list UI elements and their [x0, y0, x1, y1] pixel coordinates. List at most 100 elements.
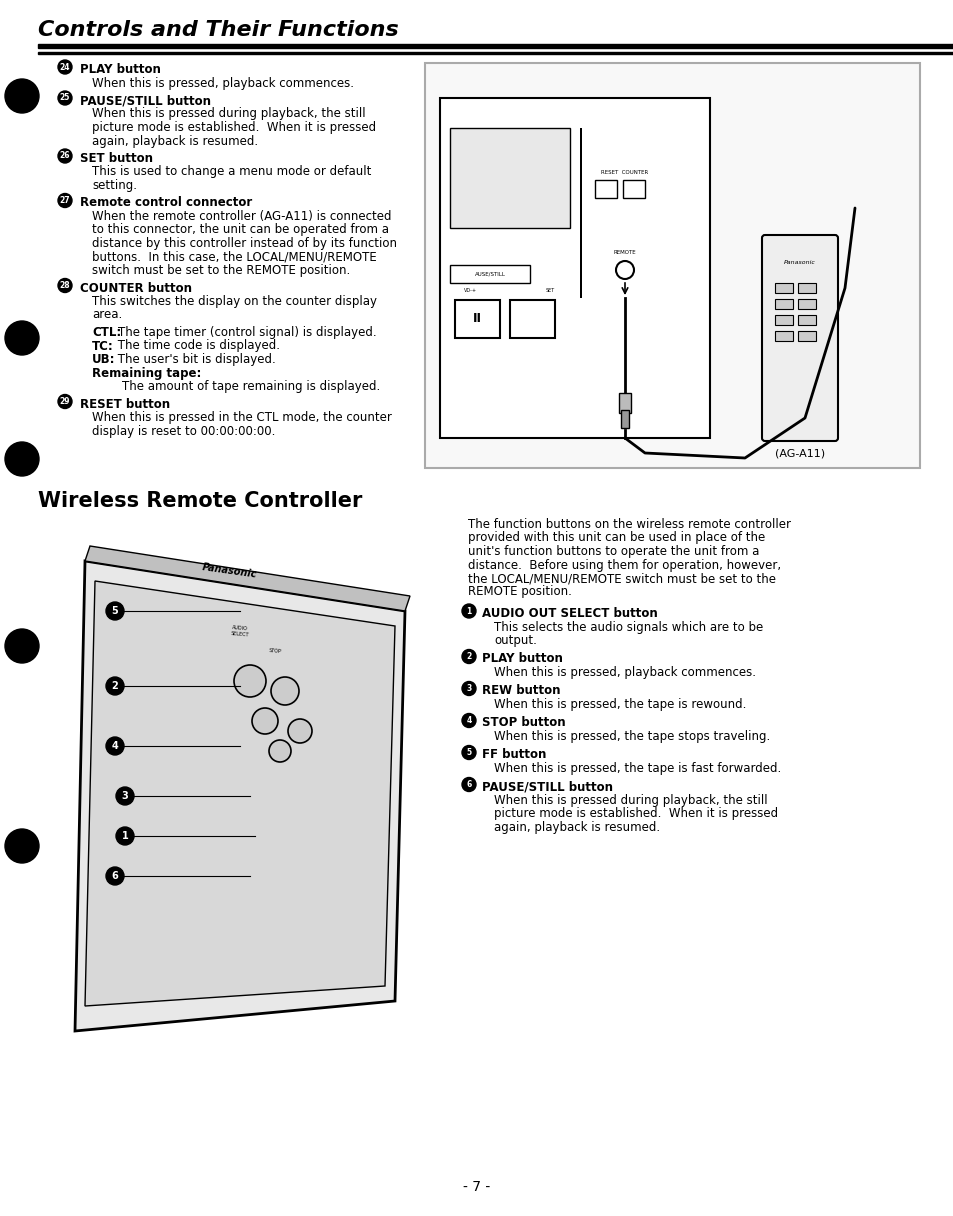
Text: This is used to change a menu mode or default: This is used to change a menu mode or de…: [91, 165, 371, 179]
Text: When this is pressed in the CTL mode, the counter: When this is pressed in the CTL mode, th…: [91, 411, 392, 424]
Text: REW button: REW button: [481, 685, 560, 698]
Text: picture mode is established.  When it is pressed: picture mode is established. When it is …: [91, 122, 375, 134]
Text: to this connector, the unit can be operated from a: to this connector, the unit can be opera…: [91, 224, 389, 236]
Bar: [620, 410, 628, 428]
Polygon shape: [85, 581, 395, 1006]
Circle shape: [5, 441, 39, 475]
Text: Remote control connector: Remote control connector: [80, 197, 252, 209]
Text: 2: 2: [112, 681, 118, 691]
Circle shape: [58, 193, 71, 208]
Text: the LOCAL/MENU/REMOTE switch must be set to the: the LOCAL/MENU/REMOTE switch must be set…: [468, 572, 775, 585]
Text: The amount of tape remaining is displayed.: The amount of tape remaining is displaye…: [122, 379, 380, 393]
Circle shape: [58, 394, 71, 409]
Text: 27: 27: [60, 196, 71, 206]
Circle shape: [5, 321, 39, 355]
Circle shape: [58, 150, 71, 163]
Bar: [618, 393, 630, 413]
Text: 1: 1: [121, 831, 129, 841]
Text: When this is pressed, the tape is fast forwarded.: When this is pressed, the tape is fast f…: [494, 762, 781, 775]
Circle shape: [252, 708, 277, 734]
Text: The function buttons on the wireless remote controller: The function buttons on the wireless rem…: [468, 518, 790, 531]
Bar: [797, 299, 815, 309]
Text: When this is pressed, the tape stops traveling.: When this is pressed, the tape stops tra…: [494, 730, 769, 743]
Circle shape: [116, 787, 133, 805]
Text: output.: output.: [494, 634, 537, 647]
Text: PLAY button: PLAY button: [80, 63, 161, 75]
Text: - 7 -: - 7 -: [463, 1180, 490, 1194]
Text: Panasonic: Panasonic: [202, 562, 258, 580]
Circle shape: [269, 741, 291, 762]
Text: unit's function buttons to operate the unit from a: unit's function buttons to operate the u…: [468, 545, 759, 558]
Bar: [439, 98, 709, 438]
Bar: [774, 299, 792, 309]
Polygon shape: [75, 561, 405, 1031]
Text: This selects the audio signals which are to be: This selects the audio signals which are…: [494, 620, 762, 634]
Bar: [622, 180, 644, 198]
Text: Wireless Remote Controller: Wireless Remote Controller: [38, 491, 362, 511]
Text: UB:: UB:: [91, 353, 115, 366]
Bar: [450, 265, 530, 283]
Circle shape: [461, 745, 476, 760]
Text: COUNTER button: COUNTER button: [80, 281, 192, 294]
Text: CTL:: CTL:: [91, 326, 121, 339]
Bar: [774, 315, 792, 325]
Circle shape: [5, 79, 39, 113]
Text: 24: 24: [60, 62, 71, 72]
Bar: [797, 315, 815, 325]
Text: 1: 1: [466, 607, 471, 615]
FancyBboxPatch shape: [761, 235, 837, 441]
Text: 4: 4: [112, 741, 118, 751]
Circle shape: [116, 827, 133, 845]
Text: 5: 5: [112, 606, 118, 617]
Text: picture mode is established.  When it is pressed: picture mode is established. When it is …: [494, 807, 778, 821]
Text: When this is pressed during playback, the still: When this is pressed during playback, th…: [91, 107, 365, 120]
Text: switch must be set to the REMOTE position.: switch must be set to the REMOTE positio…: [91, 264, 350, 277]
Bar: [450, 128, 569, 229]
Text: 3: 3: [121, 790, 129, 801]
Text: 3: 3: [466, 683, 471, 693]
Text: The user's bit is displayed.: The user's bit is displayed.: [113, 353, 275, 366]
Bar: [579, 128, 581, 298]
Circle shape: [5, 829, 39, 863]
Text: (AG-A11): (AG-A11): [774, 447, 824, 458]
Text: VD-+: VD-+: [463, 287, 476, 293]
Bar: [797, 331, 815, 340]
Text: 6: 6: [112, 871, 118, 882]
Text: The tape timer (control signal) is displayed.: The tape timer (control signal) is displ…: [118, 326, 376, 339]
Circle shape: [288, 719, 312, 743]
Text: PAUSE/STILL button: PAUSE/STILL button: [80, 94, 211, 107]
Circle shape: [106, 677, 124, 696]
Text: Remaining tape:: Remaining tape:: [91, 366, 201, 379]
Bar: [774, 283, 792, 293]
Circle shape: [106, 737, 124, 755]
Circle shape: [58, 91, 71, 105]
Text: again, playback is resumed.: again, playback is resumed.: [91, 135, 258, 147]
Text: RESET button: RESET button: [80, 398, 170, 411]
Bar: [38, 52, 953, 54]
Text: When this is pressed, playback commences.: When this is pressed, playback commences…: [91, 77, 354, 90]
Circle shape: [461, 714, 476, 727]
Circle shape: [461, 649, 476, 664]
Circle shape: [5, 629, 39, 663]
Bar: [424, 63, 919, 468]
Text: The time code is displayed.: The time code is displayed.: [113, 339, 280, 353]
Text: 4: 4: [466, 716, 471, 725]
Text: setting.: setting.: [91, 179, 137, 192]
Text: Controls and Their Functions: Controls and Their Functions: [38, 19, 398, 40]
Text: PLAY button: PLAY button: [481, 653, 562, 665]
Text: SET: SET: [545, 287, 554, 293]
Text: 29: 29: [60, 396, 71, 406]
Text: II: II: [472, 313, 481, 326]
Text: SET button: SET button: [80, 152, 152, 165]
Text: buttons.  In this case, the LOCAL/MENU/REMOTE: buttons. In this case, the LOCAL/MENU/RE…: [91, 250, 376, 264]
Text: distance by this controller instead of by its function: distance by this controller instead of b…: [91, 237, 396, 250]
Text: distance.  Before using them for operation, however,: distance. Before using them for operatio…: [468, 558, 781, 572]
Text: 26: 26: [60, 152, 71, 161]
Circle shape: [461, 604, 476, 618]
Text: FF button: FF button: [481, 749, 546, 761]
Circle shape: [461, 777, 476, 792]
Text: RESET  COUNTER: RESET COUNTER: [600, 170, 648, 175]
Text: Panasonic: Panasonic: [783, 260, 815, 265]
Text: REMOTE position.: REMOTE position.: [468, 585, 571, 598]
Text: display is reset to 00:00:00:00.: display is reset to 00:00:00:00.: [91, 424, 275, 438]
